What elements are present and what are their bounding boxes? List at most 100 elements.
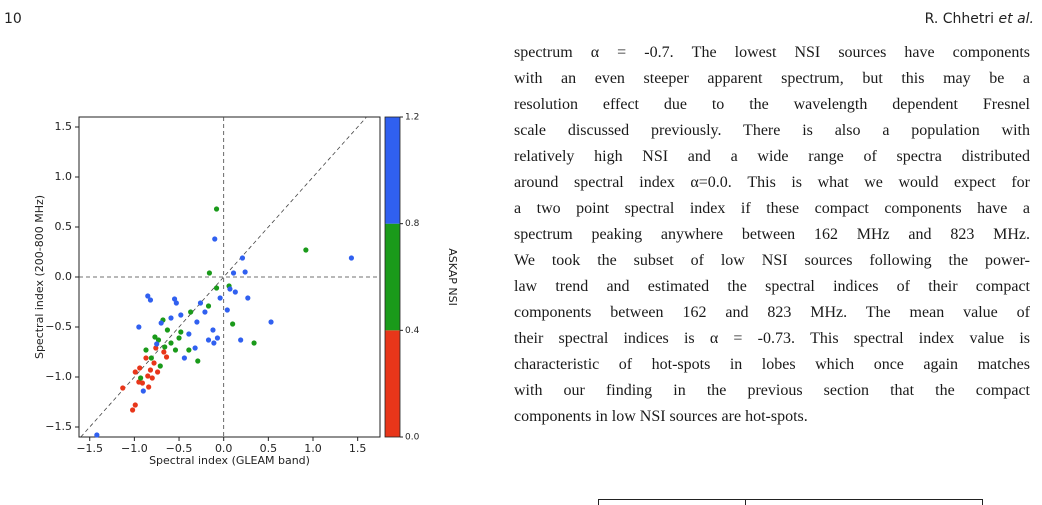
colorbar-segment bbox=[385, 330, 400, 437]
point bbox=[157, 363, 163, 369]
point bbox=[171, 296, 178, 302]
point bbox=[155, 337, 162, 343]
point bbox=[186, 347, 192, 353]
point bbox=[94, 432, 100, 438]
point bbox=[162, 344, 168, 350]
point bbox=[172, 347, 179, 353]
point bbox=[152, 334, 158, 340]
text-line: scale discussed previously. There is als… bbox=[514, 122, 1030, 139]
point bbox=[195, 358, 201, 364]
colorbar-tick-label: 1.2 bbox=[405, 113, 419, 123]
text-line: components between 162 and 823 MHz. The … bbox=[514, 304, 1030, 321]
y-tick-label: 0.5 bbox=[55, 220, 73, 233]
page-number: 10 bbox=[4, 11, 22, 27]
text-line: characteristic of hot-spots in lobes whi… bbox=[514, 356, 1030, 373]
text-line: law trend and estimated the spectral ind… bbox=[514, 278, 1030, 295]
author: R. Chhetri bbox=[924, 11, 995, 27]
point bbox=[224, 307, 230, 313]
point bbox=[132, 369, 138, 375]
point bbox=[137, 365, 143, 371]
point bbox=[168, 340, 174, 346]
body-text: spectrum α = -0.7. The lowest NSI source… bbox=[514, 40, 1030, 430]
point bbox=[232, 289, 238, 295]
text-line: We took the subset of low NSI sources fo… bbox=[514, 252, 1030, 269]
points bbox=[94, 206, 355, 438]
point bbox=[154, 369, 161, 375]
point bbox=[210, 327, 216, 333]
point bbox=[227, 286, 233, 292]
point bbox=[139, 380, 146, 386]
point bbox=[186, 331, 192, 337]
y-tick-label: −1.5 bbox=[45, 420, 72, 433]
point bbox=[164, 327, 171, 333]
point bbox=[158, 320, 164, 326]
x-axis-label: Spectral index (GLEAM band) bbox=[149, 454, 310, 467]
point bbox=[161, 349, 167, 355]
x-tick-label: 1.5 bbox=[349, 442, 367, 455]
colorbar-frame bbox=[384, 116, 401, 438]
point bbox=[178, 329, 184, 335]
point bbox=[245, 295, 251, 301]
colorbar-tick-label: 0.8 bbox=[405, 219, 420, 229]
point bbox=[238, 337, 244, 343]
text-line: relatively high NSI and a wide range of … bbox=[514, 148, 1030, 165]
point bbox=[145, 373, 151, 379]
point bbox=[192, 345, 198, 351]
point bbox=[197, 300, 204, 306]
point bbox=[213, 206, 220, 212]
point bbox=[143, 355, 149, 361]
colorbar-tick-label: 0.0 bbox=[405, 433, 420, 443]
point bbox=[214, 335, 221, 341]
point bbox=[153, 345, 159, 351]
point bbox=[205, 303, 212, 309]
text-line: components in low NSI sources are hot-sp… bbox=[514, 408, 808, 425]
colorbar-label: ASKAP NSI bbox=[446, 248, 459, 306]
point bbox=[202, 309, 208, 315]
y-tick-label: −0.5 bbox=[45, 320, 72, 333]
point bbox=[145, 293, 151, 299]
text-line: with our finding in the previous section… bbox=[514, 382, 1030, 399]
colorbar-segment bbox=[385, 223, 400, 331]
point bbox=[251, 340, 257, 346]
point bbox=[138, 375, 144, 381]
point bbox=[151, 360, 157, 366]
y-axis-label: Spectral index (200-800 MHz) bbox=[33, 195, 46, 359]
text-line: spectrum peaking anywhere between 162 MH… bbox=[514, 226, 1030, 243]
x-tick-label: −0.5 bbox=[166, 442, 193, 455]
point bbox=[146, 384, 152, 390]
point bbox=[154, 341, 160, 347]
colorbar-tick-label: 0.4 bbox=[405, 326, 420, 336]
x-tick-label: −1.5 bbox=[76, 442, 103, 455]
point bbox=[211, 340, 217, 346]
point bbox=[143, 347, 149, 353]
point bbox=[147, 367, 154, 373]
colorbar-segment bbox=[385, 117, 400, 224]
point bbox=[181, 355, 187, 361]
point bbox=[176, 335, 182, 341]
x-tick-label: 0.5 bbox=[260, 442, 278, 455]
table-border bbox=[598, 499, 983, 505]
point bbox=[230, 270, 237, 276]
text-line: with an even steeper apparent spectrum, … bbox=[514, 70, 1030, 87]
text-line: a two point spectral index if these comp… bbox=[514, 200, 1030, 217]
identity-line bbox=[80, 116, 367, 438]
point bbox=[120, 385, 126, 391]
point bbox=[194, 319, 200, 325]
point bbox=[163, 354, 170, 360]
point bbox=[149, 375, 155, 381]
text-line: around spectral index α=0.0. This is wha… bbox=[514, 174, 1030, 191]
point bbox=[268, 319, 274, 325]
x-tick-label: 0.0 bbox=[215, 442, 233, 455]
running-head: R. Chhetri et al. bbox=[925, 11, 1034, 27]
point bbox=[173, 300, 179, 306]
point bbox=[168, 315, 174, 321]
point bbox=[132, 402, 138, 408]
point bbox=[212, 236, 218, 242]
point bbox=[205, 337, 212, 343]
point bbox=[178, 312, 184, 318]
point bbox=[147, 297, 154, 303]
point bbox=[148, 355, 154, 361]
point bbox=[217, 295, 223, 301]
